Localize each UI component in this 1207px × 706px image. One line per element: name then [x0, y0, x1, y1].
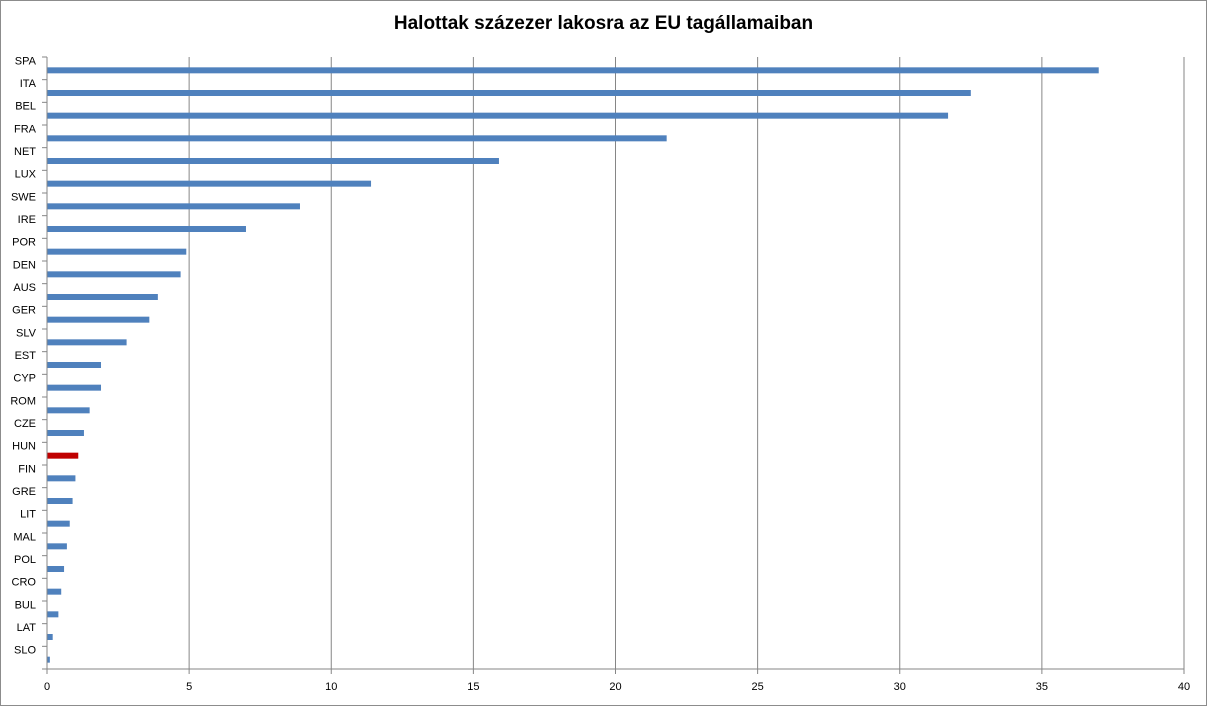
- bar-ire: [47, 226, 246, 232]
- bar-fra: [47, 135, 667, 142]
- y-tick-label: CZE: [14, 418, 36, 430]
- y-tick-label: FIN: [18, 463, 36, 475]
- x-tick-label: 35: [1036, 681, 1048, 693]
- y-tick-label: SWE: [11, 191, 36, 203]
- axes: [42, 56, 1185, 674]
- y-tick-label: AUS: [13, 282, 36, 294]
- x-tick-label: 40: [1178, 681, 1190, 693]
- x-tick-label: 30: [894, 681, 906, 693]
- y-tick-label: NET: [14, 146, 36, 158]
- bar-bul: [47, 611, 59, 618]
- bar-bel: [47, 112, 949, 119]
- bar-lux: [47, 180, 372, 187]
- chart-title: Halottak százezer lakosra az EU tagállam…: [393, 13, 814, 34]
- bar-lit: [47, 520, 70, 527]
- x-tick-label: 10: [325, 681, 337, 693]
- bar-cro: [47, 588, 62, 595]
- bar-swe: [47, 203, 300, 210]
- y-tick-label: POL: [14, 554, 36, 566]
- bar-spa: [47, 67, 1099, 74]
- y-tick-label: SLV: [16, 327, 37, 339]
- y-tick-label: GRE: [12, 486, 36, 498]
- bars: [47, 67, 1099, 663]
- bar-cze: [47, 430, 84, 436]
- bar-slv: [47, 339, 127, 346]
- bar-den: [47, 271, 181, 278]
- y-tick-label: CYP: [13, 373, 36, 385]
- y-tick-labels: SPA ITA BEL FRA NET LUX SWE IRE POR DEN AUS GER SLV E…: [10, 55, 36, 656]
- bar-por: [47, 248, 187, 255]
- y-tick-label: ROM: [10, 395, 36, 407]
- bar-mal: [47, 543, 67, 550]
- y-tick-label: DEN: [13, 259, 36, 271]
- gridlines: [188, 57, 1185, 669]
- y-tick-label: POR: [12, 237, 36, 249]
- y-tick-label: HUN: [12, 441, 36, 453]
- y-tick-label: BUL: [15, 599, 36, 611]
- y-tick-label: LIT: [20, 509, 36, 521]
- x-tick-labels: 0 5 10 15 20 25 30 35 40: [44, 681, 1190, 693]
- bar-ger: [47, 316, 150, 323]
- bar-rom: [47, 407, 90, 414]
- x-tick-label: 0: [44, 681, 50, 693]
- y-tick-label: ITA: [20, 78, 37, 90]
- y-tick-label: FRA: [14, 123, 37, 135]
- x-tick-label: 20: [609, 681, 621, 693]
- bar-gre: [47, 498, 73, 504]
- bar-lat: [47, 634, 53, 640]
- bar-fin: [47, 475, 76, 482]
- y-tick-label: LAT: [17, 622, 37, 634]
- x-tick-label: 5: [186, 681, 192, 693]
- bar-est: [47, 362, 102, 368]
- bar-net: [47, 158, 499, 164]
- y-tick-label: SLO: [14, 645, 36, 657]
- y-tick-label: MAL: [13, 531, 36, 543]
- bar-pol: [47, 566, 65, 572]
- y-tick-label: BEL: [15, 101, 36, 113]
- bar-ita: [47, 90, 971, 96]
- y-tick-label: EST: [15, 350, 37, 362]
- bar-slo: [47, 656, 50, 663]
- y-tick-label: CRO: [12, 577, 37, 589]
- x-tick-label: 15: [467, 681, 479, 693]
- y-tick-label: LUX: [15, 169, 37, 181]
- bar-aus: [47, 294, 158, 300]
- bar-cyp: [47, 384, 102, 391]
- y-tick-label: GER: [12, 305, 36, 317]
- y-tick-label: SPA: [15, 55, 37, 67]
- bar-hun: [47, 452, 79, 459]
- x-tick-label: 25: [752, 681, 764, 693]
- y-tick-label: IRE: [18, 214, 36, 226]
